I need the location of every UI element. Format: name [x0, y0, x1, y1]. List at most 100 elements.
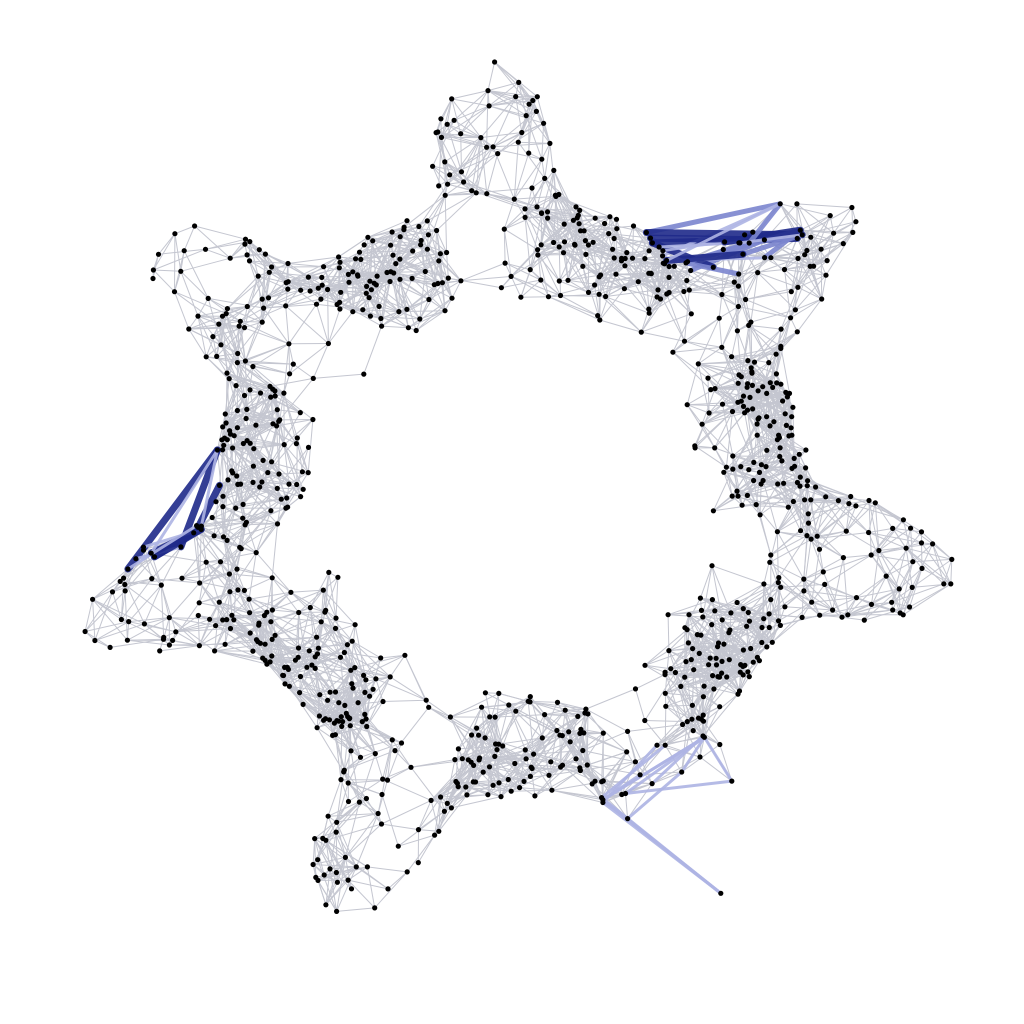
graph-edge: [605, 272, 650, 297]
graph-edge: [662, 262, 692, 315]
graph-edge: [453, 119, 482, 139]
graph-edge: [440, 98, 453, 120]
graph-edge: [475, 147, 488, 193]
graph-edge: [299, 650, 310, 693]
graph-edge: [335, 577, 339, 619]
graph-edge: [418, 829, 439, 832]
graph-edge: [441, 282, 453, 299]
graph-edge: [197, 526, 238, 570]
graph-edge: [555, 196, 576, 245]
graph-edge: [733, 281, 750, 326]
graph-node: [203, 559, 209, 565]
graph-node: [761, 237, 768, 243]
graph-edge: [212, 517, 247, 523]
graph-edge: [779, 203, 801, 231]
graph-edge: [508, 700, 529, 706]
graph-edge: [650, 273, 658, 298]
graph-edge: [244, 307, 265, 362]
graph-edge: [492, 122, 544, 148]
graph-edge: [740, 325, 750, 377]
graph-edge: [816, 536, 824, 572]
highlight-edge: [643, 201, 783, 235]
graph-edge: [261, 425, 278, 483]
graph-edge: [627, 731, 636, 762]
graph-edge: [553, 217, 596, 243]
graph-edge: [431, 799, 448, 804]
graph-node: [124, 637, 130, 643]
highlight-edge: [126, 524, 199, 571]
graph-edge: [525, 737, 543, 751]
graph-edge: [313, 864, 357, 868]
graph-edge: [363, 244, 392, 273]
graph-node: [220, 493, 226, 499]
graph-edge: [183, 225, 196, 251]
graph-edge: [748, 325, 752, 368]
graph-edge: [782, 400, 790, 436]
graph-edge: [350, 718, 367, 752]
graph-edge: [240, 443, 244, 485]
graph-edge: [399, 253, 441, 260]
graph-edge: [226, 372, 271, 398]
graph-edge: [531, 187, 538, 208]
graph-edge: [811, 601, 848, 616]
graph-node: [689, 716, 695, 722]
graph-edge: [747, 345, 781, 362]
graph-edge: [510, 275, 561, 296]
graph-edge: [269, 377, 314, 387]
graph-edge: [391, 231, 395, 274]
graph-edge: [657, 246, 660, 290]
graph-edge: [762, 465, 795, 481]
graph-edge: [290, 591, 322, 623]
graph-edge: [721, 629, 731, 674]
graph-edge: [548, 296, 601, 321]
graph-node: [334, 819, 340, 825]
graph-edge: [389, 676, 427, 701]
graph-edge: [336, 907, 375, 912]
graph-node: [684, 259, 691, 265]
graph-edge: [519, 749, 526, 788]
graph-node: [257, 484, 263, 490]
graph-edge: [585, 708, 628, 732]
graph-edge: [152, 233, 176, 271]
graph-edge: [339, 244, 391, 263]
graph-node: [578, 726, 584, 732]
graph-edge: [325, 610, 341, 658]
graph-edge: [644, 650, 670, 666]
graph-edge: [809, 243, 844, 267]
graph-edge: [368, 297, 382, 319]
graph-edge: [495, 743, 502, 797]
graph-edge: [239, 321, 246, 362]
graph-edge: [312, 343, 329, 379]
graph-edge: [265, 656, 316, 661]
graph-edge: [806, 250, 811, 267]
graph-node: [246, 596, 252, 602]
graph-edge: [224, 385, 237, 415]
graph-edge: [441, 133, 461, 138]
highlight-edge: [721, 226, 804, 246]
graph-edge: [847, 609, 893, 616]
graph-edge: [745, 299, 752, 323]
graph-edge: [504, 206, 538, 230]
graph-edge: [468, 743, 496, 761]
graph-node: [241, 587, 247, 594]
graph-node: [357, 754, 364, 760]
graph-edge: [580, 216, 611, 232]
graph-node: [474, 725, 480, 731]
graph-node: [646, 306, 652, 312]
graph-edge: [390, 260, 439, 273]
graph-edge: [381, 794, 399, 847]
graph-edge: [471, 137, 482, 191]
graph-edge: [411, 278, 446, 312]
graph-edge: [461, 137, 482, 173]
graph-edge: [714, 610, 763, 628]
graph-edge: [461, 734, 473, 759]
graph-node: [792, 307, 799, 313]
graph-edge: [279, 393, 285, 420]
graph-edge: [306, 666, 331, 693]
graph-edge: [225, 313, 246, 362]
graph-edge: [707, 377, 733, 412]
graph-edge: [494, 701, 531, 718]
graph-edge: [762, 480, 778, 532]
graph-node: [551, 167, 557, 173]
graph-node: [265, 295, 272, 301]
